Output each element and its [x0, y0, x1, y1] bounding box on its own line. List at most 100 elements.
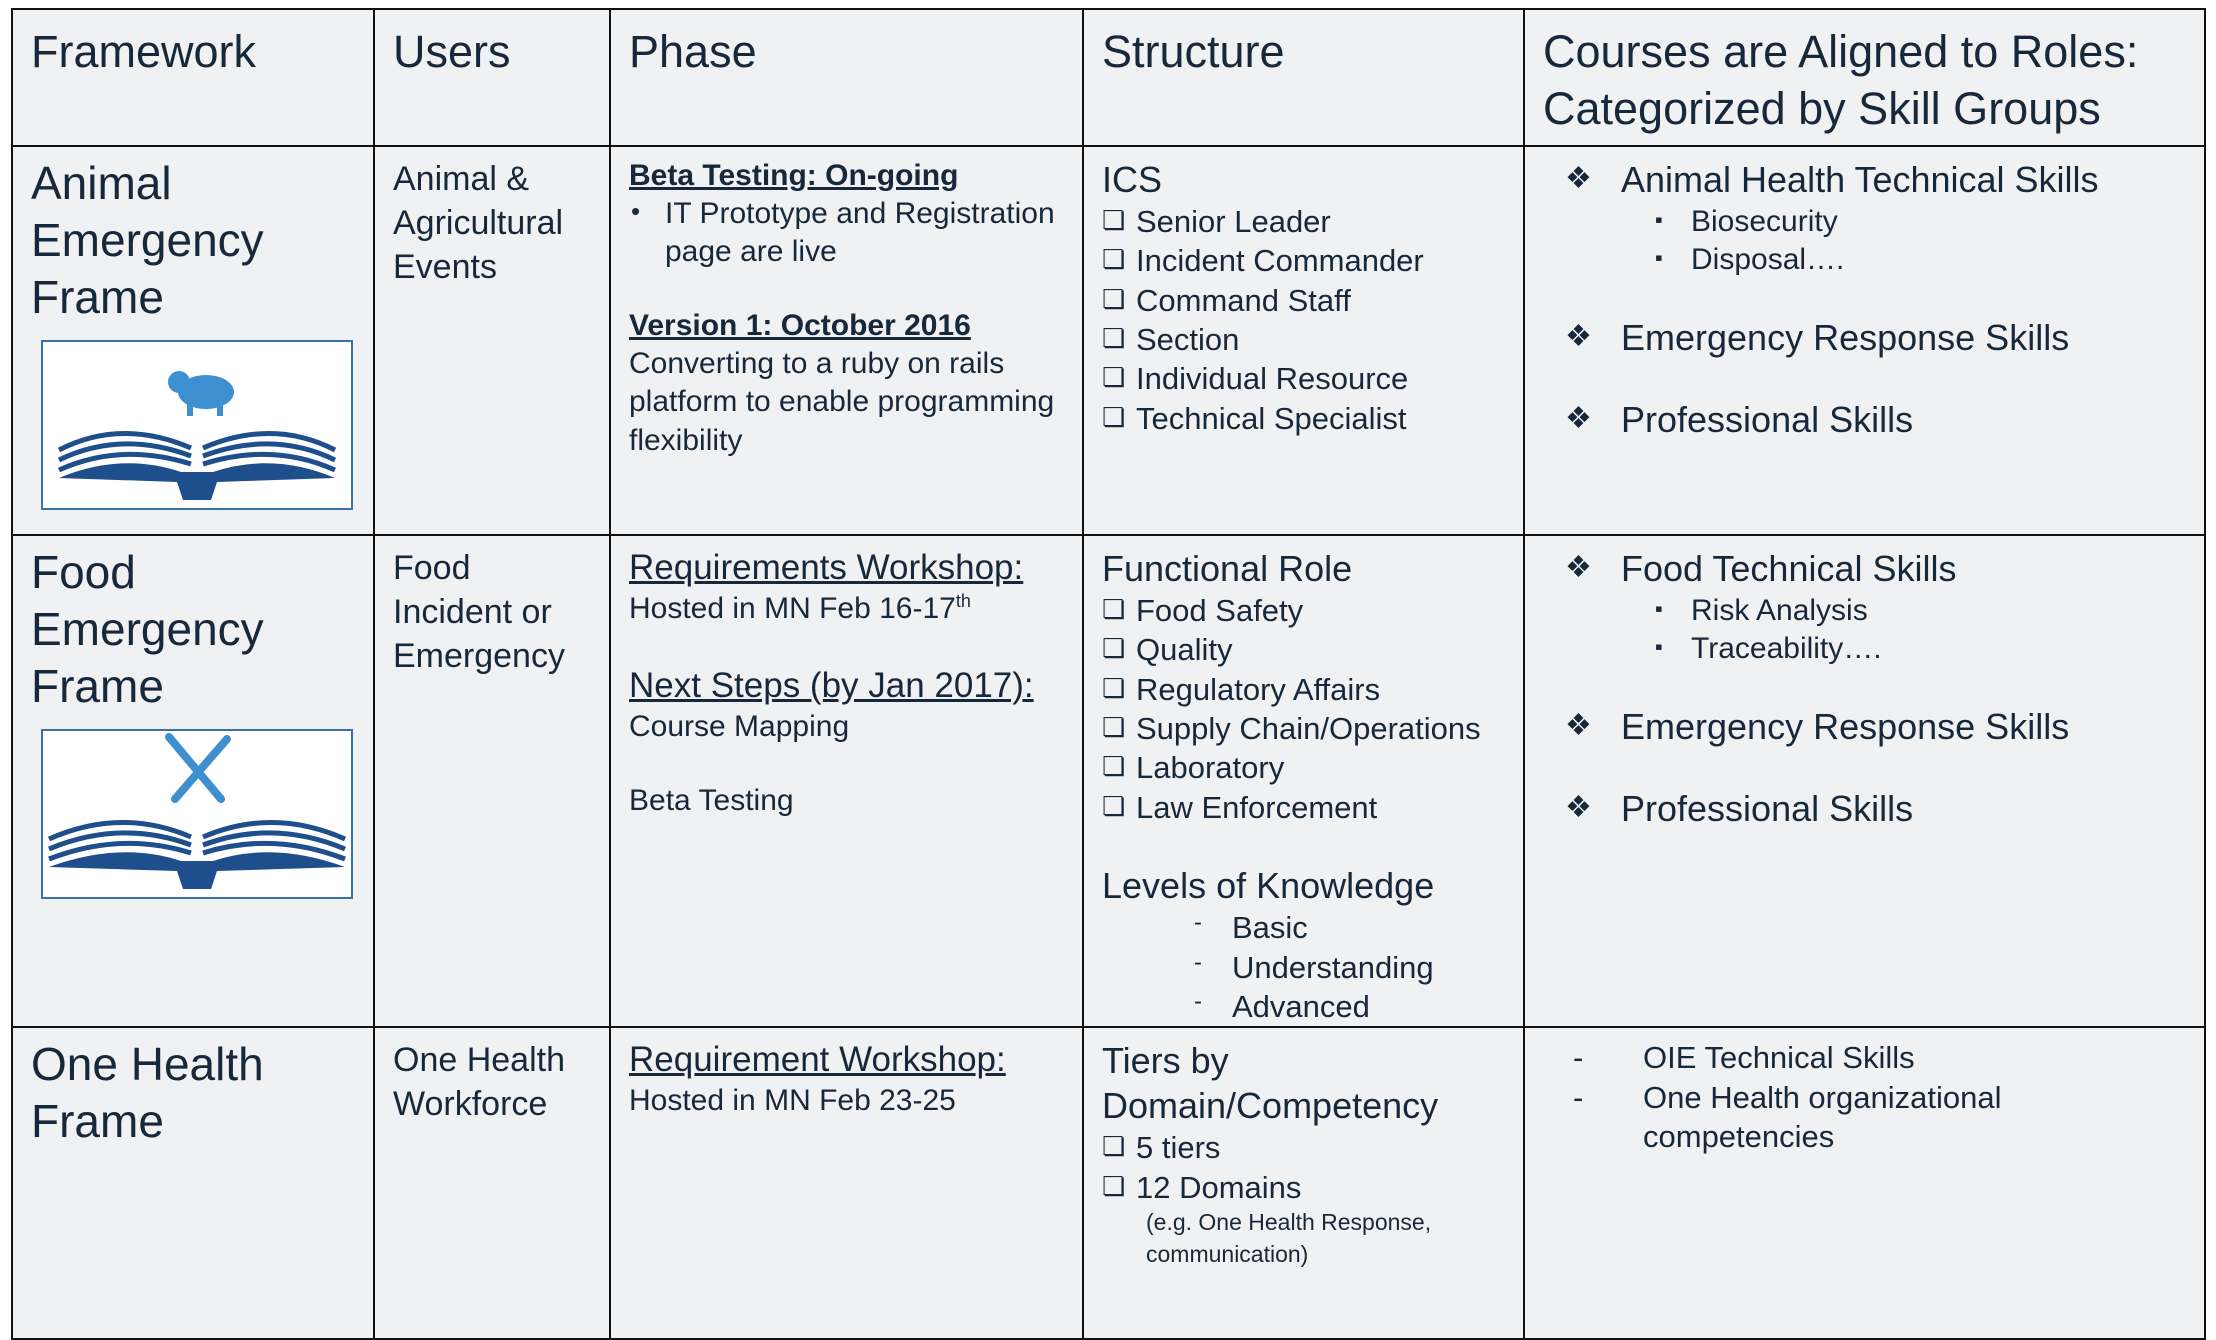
- users-cell: One Health Workforce: [373, 1026, 611, 1340]
- block-text: Technical Specialist: [1136, 400, 1407, 436]
- header-cell: Courses are Aligned to Roles: Categorize…: [1523, 8, 2206, 147]
- table-row: One Health Frame One Health Workforce Requ…: [11, 1026, 2206, 1340]
- block-text: Laboratory: [1136, 750, 1285, 786]
- block-text: Disposal….: [1691, 242, 1845, 276]
- block-text: Hosted in MN Feb 16-17: [629, 591, 956, 625]
- block-text: Command Staff: [1136, 282, 1351, 318]
- text-block: Requirement Workshop:: [629, 1038, 1064, 1082]
- framework-cell: Animal Emergency Frame: [11, 145, 375, 536]
- text-block: Next Steps (by Jan 2017):: [629, 664, 1064, 708]
- text-block: Hosted in MN Feb 23-25: [629, 1082, 1064, 1120]
- section: Emergency Response Skills: [1543, 704, 2186, 750]
- section: Version 1: October 2016 Converting to a r…: [629, 307, 1064, 459]
- block-text: OIE Technical Skills: [1643, 1040, 1915, 1076]
- block-text: Traceability….: [1691, 631, 1882, 665]
- users-cell: Food Incident or Emergency: [373, 533, 611, 1029]
- phase-cell: Requirements Workshop: Hosted in MN Feb 1…: [609, 533, 1084, 1029]
- phase-cell: Beta Testing: On-going IT Prototype and R…: [609, 145, 1084, 536]
- block-text: Converting to a ruby on rails platform t…: [629, 347, 1055, 457]
- text-block: Emergency Response Skills: [1543, 704, 2186, 750]
- text-block: Tiers by Domain/Competency: [1102, 1038, 1505, 1128]
- text-block: Food Technical Skills: [1543, 546, 2186, 592]
- section: ICS Senior Leader Incident CommanderComman…: [1102, 157, 1505, 438]
- block-text: Animal Health Technical Skills: [1621, 159, 2099, 200]
- block-text: Senior Leader: [1136, 204, 1331, 239]
- text-block: IT Prototype and Registration page are l…: [629, 195, 1064, 271]
- structure-cell: ICS Senior Leader Incident CommanderComman…: [1082, 145, 1525, 536]
- section: Beta Testing: [629, 782, 1064, 820]
- block-text: Professional Skills: [1621, 398, 1914, 440]
- courses-cell: Food Technical Skills Risk Analysis Tracea…: [1523, 533, 2206, 1029]
- text-block: Professional Skills: [1543, 786, 2186, 832]
- block-text: Next Steps (by Jan 2017):: [629, 665, 1034, 705]
- header-cell: Phase: [609, 8, 1084, 147]
- block-text: Understanding: [1232, 949, 1434, 985]
- block-text: Food Safety: [1136, 593, 1304, 628]
- framework-cell: One Health Frame: [11, 1026, 375, 1340]
- section: Requirements Workshop: Hosted in MN Feb 1…: [629, 546, 1064, 628]
- structure-cell: Tiers by Domain/Competency5 tiers12 Doma…: [1082, 1026, 1525, 1340]
- framework-name: Animal Emergency Frame: [31, 157, 264, 324]
- block-text: Advanced: [1232, 988, 1370, 1024]
- text-block: 12 Domains: [1102, 1168, 1505, 1207]
- block-text: Supply Chain/Operations: [1136, 711, 1481, 747]
- text-block: Law Enforcement: [1102, 788, 1505, 827]
- text-block: Version 1: October 2016: [629, 307, 1064, 345]
- text-block: Course Mapping: [629, 708, 1064, 746]
- block-text: Beta Testing: On-going: [629, 159, 959, 192]
- section: Emergency Response Skills: [1543, 315, 2186, 361]
- text-block: Biosecurity: [1543, 203, 2186, 241]
- block-text: 12 Domains: [1136, 1169, 1302, 1205]
- section: Next Steps (by Jan 2017): Course Mapping: [629, 664, 1064, 746]
- section: Requirement Workshop: Hosted in MN Feb 23…: [629, 1038, 1064, 1120]
- block-text: IT Prototype and Registration page are l…: [665, 197, 1055, 269]
- structure-cell: Functional Role Food Safety QualityRegulat…: [1082, 533, 1525, 1029]
- block-text: Quality: [1136, 632, 1233, 668]
- block-text: Food Technical Skills: [1621, 548, 1957, 589]
- text-block: Converting to a ruby on rails platform t…: [629, 345, 1064, 459]
- text-block: OIE Technical Skills: [1543, 1038, 2186, 1078]
- section: Beta Testing: On-going IT Prototype and R…: [629, 157, 1064, 271]
- section: Professional Skills: [1543, 397, 2186, 443]
- text-block: Understanding: [1102, 948, 1505, 987]
- block-text: Hosted in MN Feb 23-25: [629, 1083, 956, 1117]
- text-block: Risk Analysis: [1543, 592, 2186, 630]
- text-block: Animal Health Technical Skills: [1543, 157, 2186, 203]
- block-text: Emergency Response Skills: [1621, 705, 2070, 747]
- text-block: Supply Chain/Operations: [1102, 709, 1505, 748]
- block-text: Law Enforcement: [1136, 789, 1378, 825]
- block-text: Version 1: October 2016: [629, 309, 971, 343]
- block-text: Requirement Workshop:: [629, 1040, 1006, 1080]
- users-cell: Animal & Agricultural Events: [373, 145, 611, 536]
- section: Tiers by Domain/Competency5 tiers12 Doma…: [1102, 1038, 1505, 1270]
- phase-cell: Requirement Workshop: Hosted in MN Feb 23…: [609, 1026, 1084, 1340]
- block-text: Section: [1136, 322, 1240, 358]
- animal-icon: [41, 340, 353, 511]
- food-icon: [41, 729, 353, 900]
- framework-table: Framework Users Phase Structure Courses are …: [11, 8, 2206, 1340]
- text-block: Emergency Response Skills: [1543, 315, 2186, 361]
- block-text: One Health organizational competencies: [1643, 1079, 2002, 1154]
- courses-cell: Animal Health Technical Skills Biosecurit…: [1523, 145, 2206, 536]
- block-text: Functional Role: [1102, 548, 1353, 589]
- text-block: Requirements Workshop:: [629, 546, 1064, 590]
- block-text: Incident Commander: [1136, 243, 1424, 279]
- text-block: (e.g. One Health Response, communication…: [1102, 1207, 1505, 1270]
- text-block: ICS: [1102, 157, 1505, 202]
- block-text: Biosecurity: [1691, 204, 1838, 238]
- slide: Framework Users Phase Structure Courses are …: [11, 8, 2206, 1340]
- header-row: Framework Users Phase Structure Courses are …: [11, 8, 2206, 147]
- section: Animal Health Technical Skills Biosecurit…: [1543, 157, 2186, 279]
- text-block: Functional Role: [1102, 546, 1505, 591]
- text-block: Quality: [1102, 630, 1505, 669]
- text-block: Disposal….: [1543, 241, 2186, 279]
- header-cell: Users: [373, 8, 611, 147]
- text-block: Hosted in MN Feb 16-17th: [629, 590, 1064, 628]
- block-text: Beta Testing: [629, 783, 794, 817]
- text-block: Beta Testing: On-going: [629, 157, 1064, 195]
- framework-name: One Health Frame: [31, 1038, 264, 1148]
- text-block: Regulatory Affairs: [1102, 670, 1505, 709]
- text-block: Levels of Knowledge: [1102, 863, 1505, 908]
